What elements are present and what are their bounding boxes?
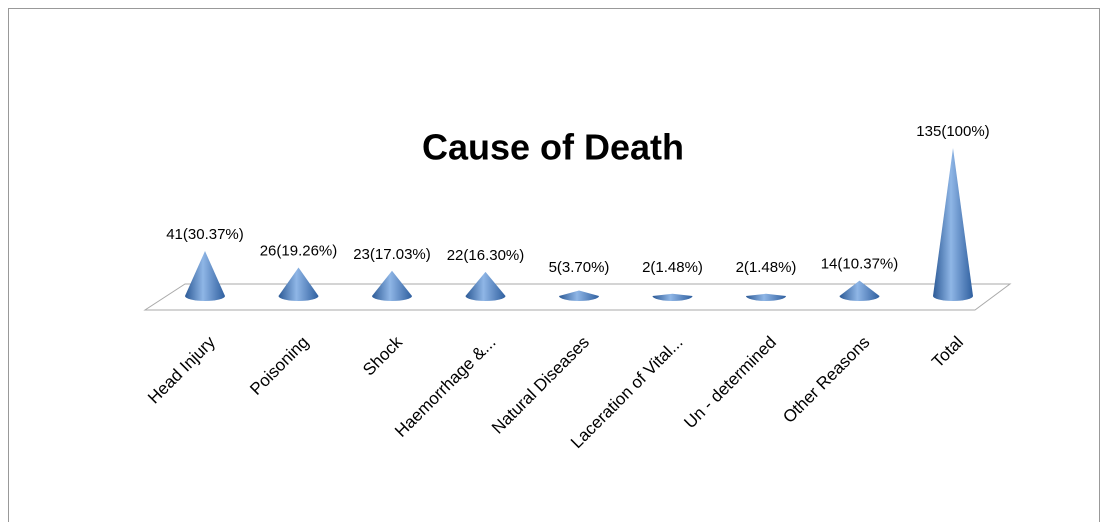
cone: [185, 251, 225, 301]
cone: [278, 267, 319, 301]
value-label: 23(17.03%): [353, 246, 431, 263]
x-tick-label: Total: [928, 333, 967, 372]
x-tick-label: Head Injury: [144, 332, 219, 407]
cone: [746, 293, 786, 301]
value-label: 5(3.70%): [549, 259, 610, 276]
chart-title: Cause of Death: [422, 127, 684, 168]
chart-border: [8, 8, 1100, 522]
cone: [652, 293, 693, 301]
cone: [372, 270, 412, 301]
x-tick-label: Poisoning: [246, 333, 312, 399]
cone: [839, 280, 880, 301]
cone: [465, 271, 506, 301]
value-label: 2(1.48%): [736, 259, 797, 276]
value-label: 2(1.48%): [642, 259, 703, 276]
value-label: 14(10.37%): [821, 256, 899, 273]
x-tick-label: Natural Diseases: [488, 333, 593, 438]
x-tick-label: Haemorrhage &...: [391, 333, 499, 441]
value-label: 135(100%): [916, 123, 989, 140]
x-tick-label: Other Reasons: [779, 333, 873, 427]
x-tick-label: Un - determined: [680, 333, 780, 433]
value-label: 41(30.37%): [166, 226, 244, 243]
x-tick-label: Shock: [359, 332, 406, 379]
cone: [933, 148, 973, 301]
value-label: 26(19.26%): [260, 242, 338, 259]
value-label: 22(16.30%): [447, 247, 525, 264]
cone: [559, 290, 599, 301]
